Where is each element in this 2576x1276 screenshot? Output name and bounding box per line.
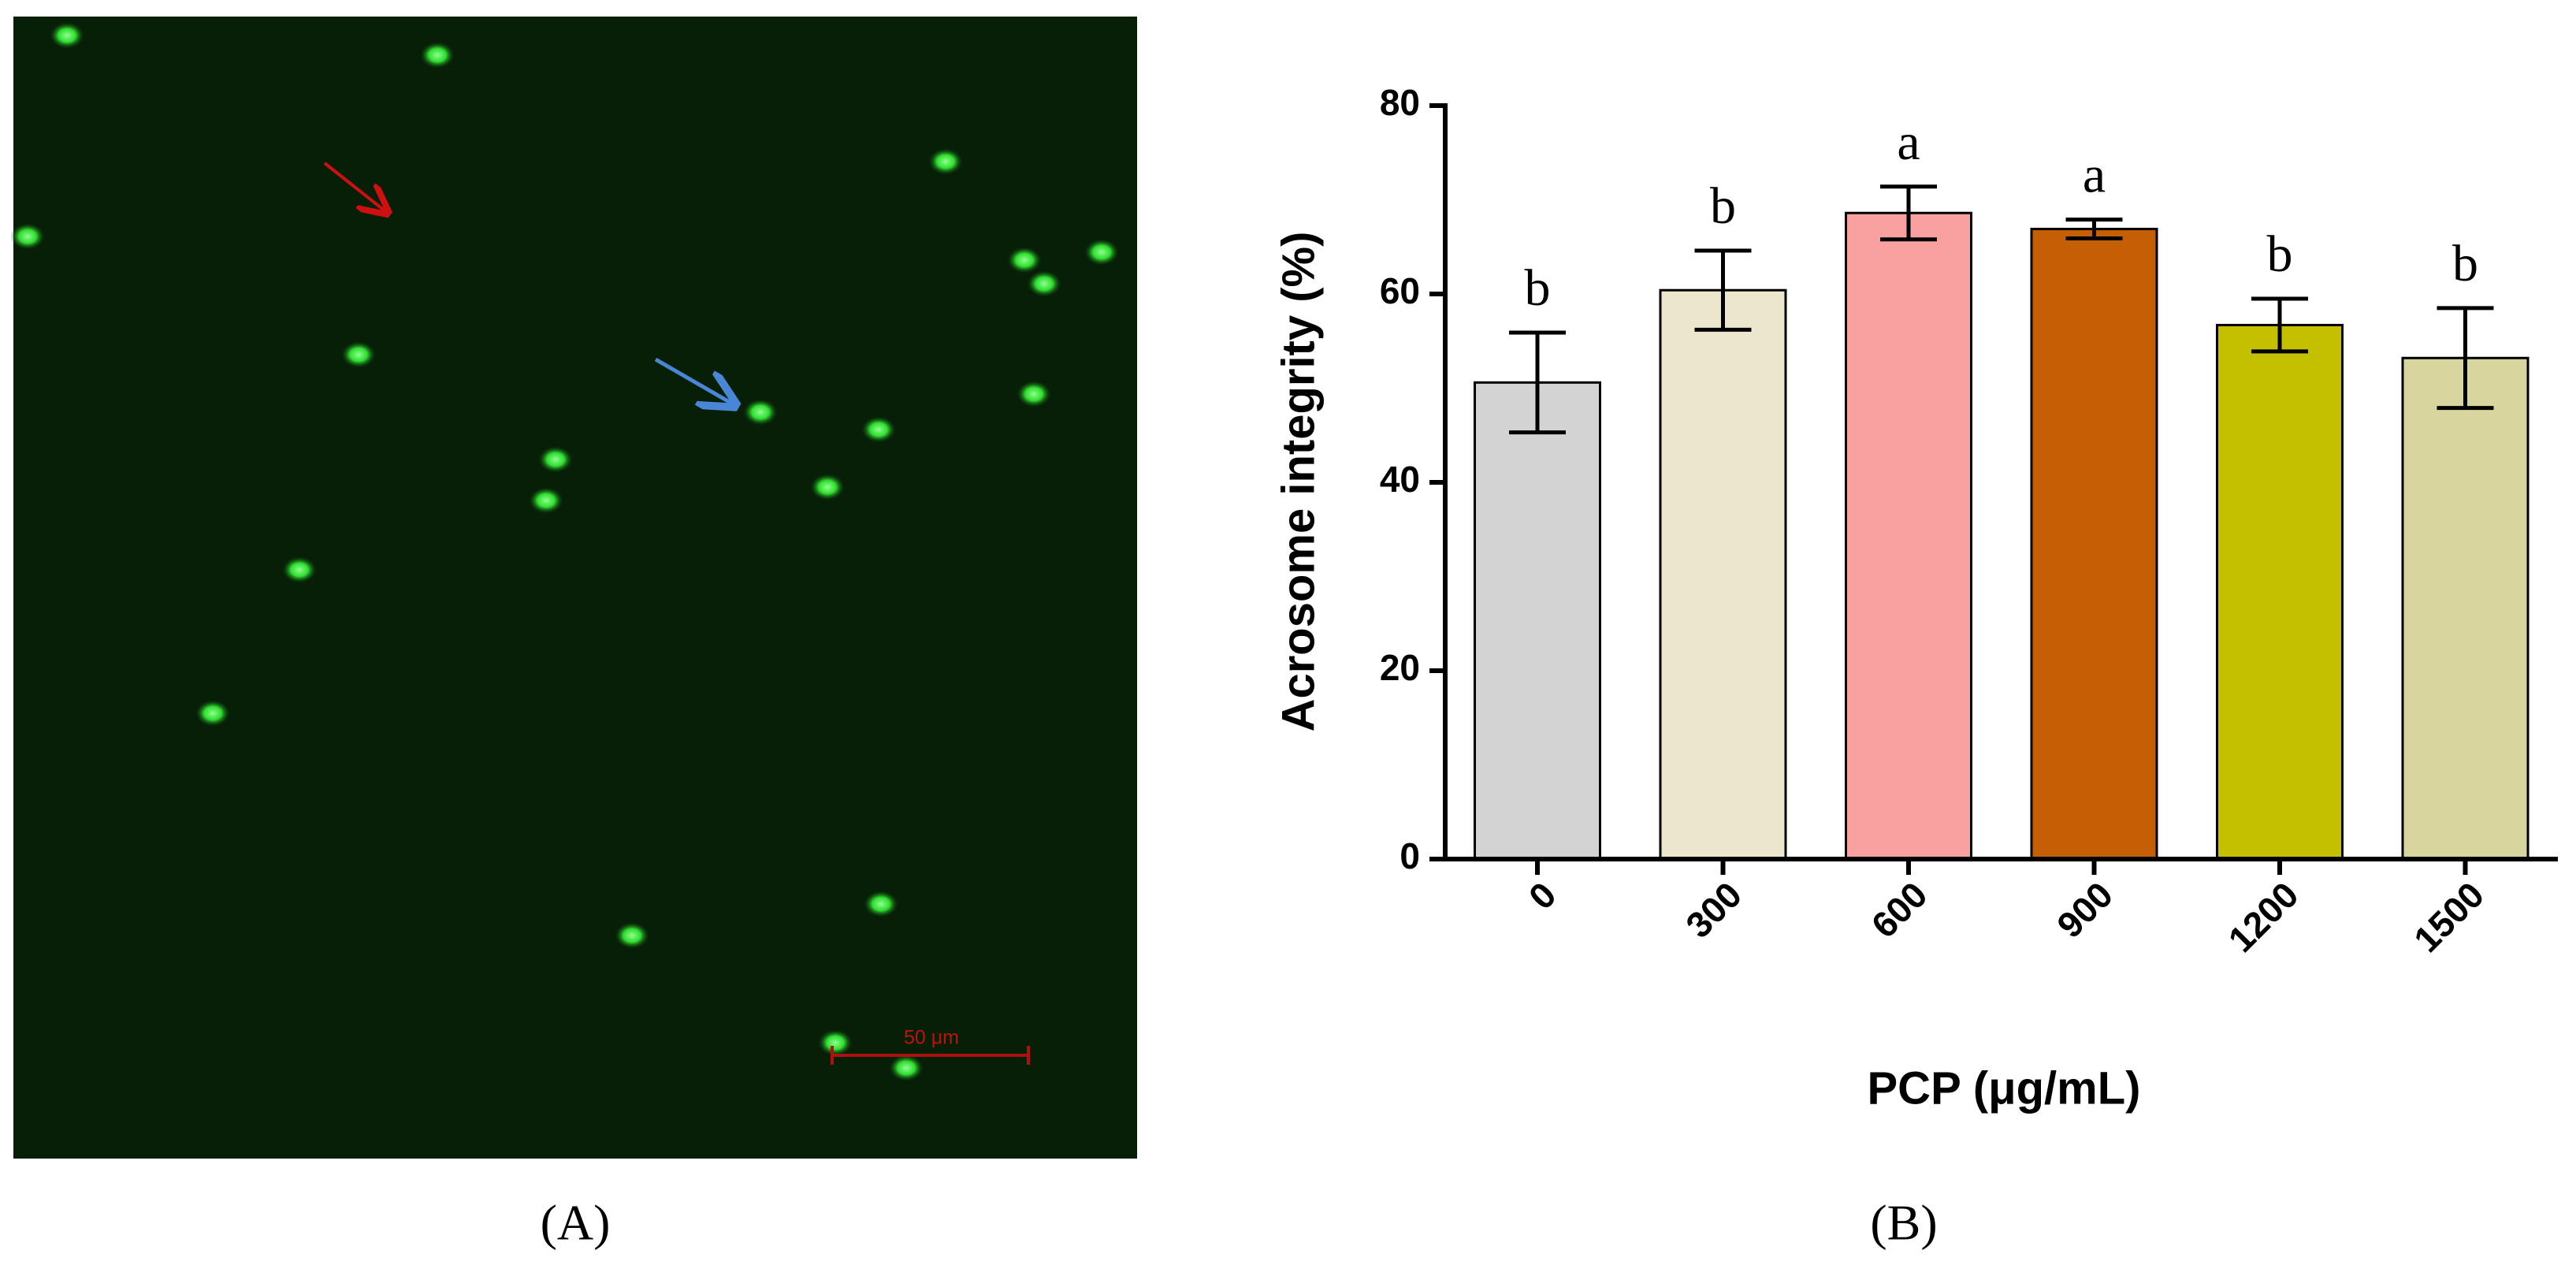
sperm-cells (10, 22, 1119, 1081)
x-tick-label: 600 (1864, 874, 1935, 946)
cell-head (743, 399, 778, 426)
scale-bar-label: 50 μm (904, 1027, 959, 1049)
cell-head (420, 42, 455, 69)
cell-head (538, 446, 573, 473)
cell-head (341, 341, 376, 368)
bar (2401, 356, 2530, 861)
significance-letter: b (1710, 177, 1736, 235)
x-tick-label: 1500 (2406, 874, 2492, 960)
cell-head (818, 1029, 853, 1056)
y-tick-label: 40 (1380, 459, 1420, 500)
cell-head (615, 922, 649, 949)
panel-label: (A) (541, 1195, 611, 1251)
cell-head (864, 891, 898, 917)
cell-head (861, 416, 896, 443)
significance-letter: b (1525, 259, 1551, 317)
y-tick-label: 20 (1380, 647, 1420, 688)
cell-head (1017, 381, 1051, 407)
x-tick-label: 1200 (2221, 874, 2307, 960)
significance-letter: b (2452, 235, 2478, 292)
panel-label: (B) (1870, 1195, 1937, 1251)
cell-head (50, 22, 84, 49)
significance-letter: a (2083, 147, 2106, 204)
cell-head (1084, 239, 1119, 266)
x-axis-title: PCP (μg/mL) (1868, 1062, 2141, 1114)
blue-arrow (654, 357, 732, 404)
cell-head (195, 700, 230, 727)
micrograph (13, 17, 1137, 1159)
cell-head (889, 1055, 924, 1081)
y-tick-label: 80 (1380, 82, 1420, 123)
y-axis-title: Acrosome integrity (%) (1273, 232, 1324, 732)
x-tick-label: 300 (1678, 874, 1749, 946)
red-arrow (323, 162, 385, 211)
bar (2030, 228, 2158, 861)
cell-head (529, 487, 563, 514)
x-tick-label: 900 (2049, 874, 2121, 946)
cell-head (810, 474, 845, 500)
cell-head (10, 223, 45, 250)
y-tick-label: 60 (1380, 270, 1420, 311)
bar (2216, 323, 2344, 861)
bar (1659, 288, 1787, 861)
y-tick-label: 0 (1400, 835, 1420, 876)
x-tick-label: 0 (1521, 874, 1564, 917)
bar (1845, 211, 1972, 861)
cell-head (282, 556, 317, 583)
significance-letter: a (1897, 113, 1920, 171)
cell-head (1027, 270, 1061, 297)
cell-head (928, 148, 963, 175)
cell-head (1007, 247, 1042, 273)
bar (1474, 381, 1601, 861)
significance-letter: b (2267, 225, 2293, 283)
